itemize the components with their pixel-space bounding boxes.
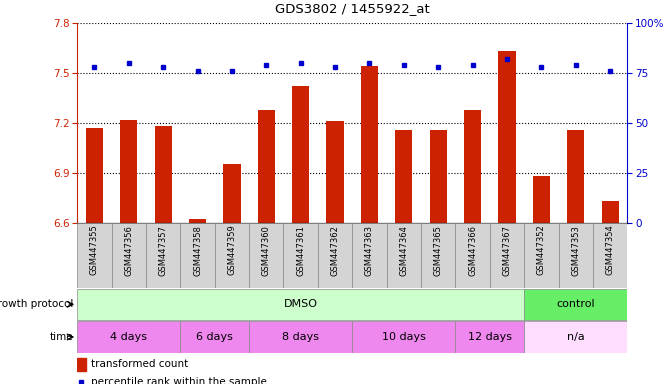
Text: GSM447354: GSM447354	[606, 225, 615, 275]
Bar	[189, 219, 206, 223]
Bar	[567, 129, 584, 223]
Bar	[215, 223, 249, 288]
Text: GSM447362: GSM447362	[331, 225, 340, 276]
Bar	[559, 223, 593, 288]
Bar	[318, 223, 352, 288]
Bar	[490, 223, 524, 288]
Text: percentile rank within the sample: percentile rank within the sample	[91, 377, 266, 384]
Text: DMSO: DMSO	[284, 299, 317, 310]
Text: time: time	[50, 332, 74, 342]
Bar	[524, 321, 627, 353]
Bar	[180, 223, 215, 288]
Text: GSM447359: GSM447359	[227, 225, 236, 275]
Bar	[593, 223, 627, 288]
Bar	[249, 321, 352, 353]
Text: n/a: n/a	[567, 332, 584, 342]
Text: GSM447355: GSM447355	[90, 225, 99, 275]
Text: GSM447352: GSM447352	[537, 225, 546, 275]
Bar	[464, 109, 481, 223]
Bar	[283, 223, 318, 288]
Bar	[352, 223, 386, 288]
Text: transformed count: transformed count	[91, 359, 188, 369]
Text: GSM447367: GSM447367	[503, 225, 511, 276]
Bar	[361, 66, 378, 223]
Text: GSM447358: GSM447358	[193, 225, 202, 276]
Bar	[180, 321, 249, 353]
Bar	[292, 86, 309, 223]
Bar	[421, 223, 456, 288]
Bar	[386, 223, 421, 288]
Bar	[429, 129, 447, 223]
Bar	[111, 223, 146, 288]
Bar	[258, 109, 275, 223]
Bar	[77, 223, 111, 288]
Bar	[327, 121, 344, 223]
Bar	[223, 164, 240, 223]
Bar	[120, 119, 138, 223]
Text: 4 days: 4 days	[110, 332, 147, 342]
Text: control: control	[556, 299, 595, 310]
Bar	[86, 128, 103, 223]
Text: GSM447363: GSM447363	[365, 225, 374, 276]
Bar	[154, 126, 172, 223]
Bar	[533, 176, 550, 223]
Bar	[456, 223, 490, 288]
Text: GSM447360: GSM447360	[262, 225, 271, 276]
Text: growth protocol: growth protocol	[0, 299, 74, 310]
Bar	[77, 321, 180, 353]
Text: 8 days: 8 days	[282, 332, 319, 342]
Bar	[352, 321, 456, 353]
Bar	[602, 201, 619, 223]
Text: GSM447366: GSM447366	[468, 225, 477, 276]
Bar	[524, 223, 558, 288]
Bar	[499, 51, 515, 223]
Text: GDS3802 / 1455922_at: GDS3802 / 1455922_at	[275, 2, 429, 15]
Text: GSM447353: GSM447353	[571, 225, 580, 276]
Text: 6 days: 6 days	[197, 332, 233, 342]
Text: 10 days: 10 days	[382, 332, 426, 342]
Text: 12 days: 12 days	[468, 332, 512, 342]
Text: GSM447357: GSM447357	[158, 225, 168, 276]
Text: GSM447356: GSM447356	[124, 225, 134, 276]
Text: GSM447364: GSM447364	[399, 225, 409, 276]
Bar	[77, 289, 524, 320]
Text: GSM447365: GSM447365	[433, 225, 443, 276]
Bar	[456, 321, 524, 353]
Text: GSM447361: GSM447361	[296, 225, 305, 276]
Bar	[77, 358, 86, 371]
Bar	[249, 223, 283, 288]
Bar	[146, 223, 180, 288]
Bar	[524, 289, 627, 320]
Bar	[395, 129, 413, 223]
